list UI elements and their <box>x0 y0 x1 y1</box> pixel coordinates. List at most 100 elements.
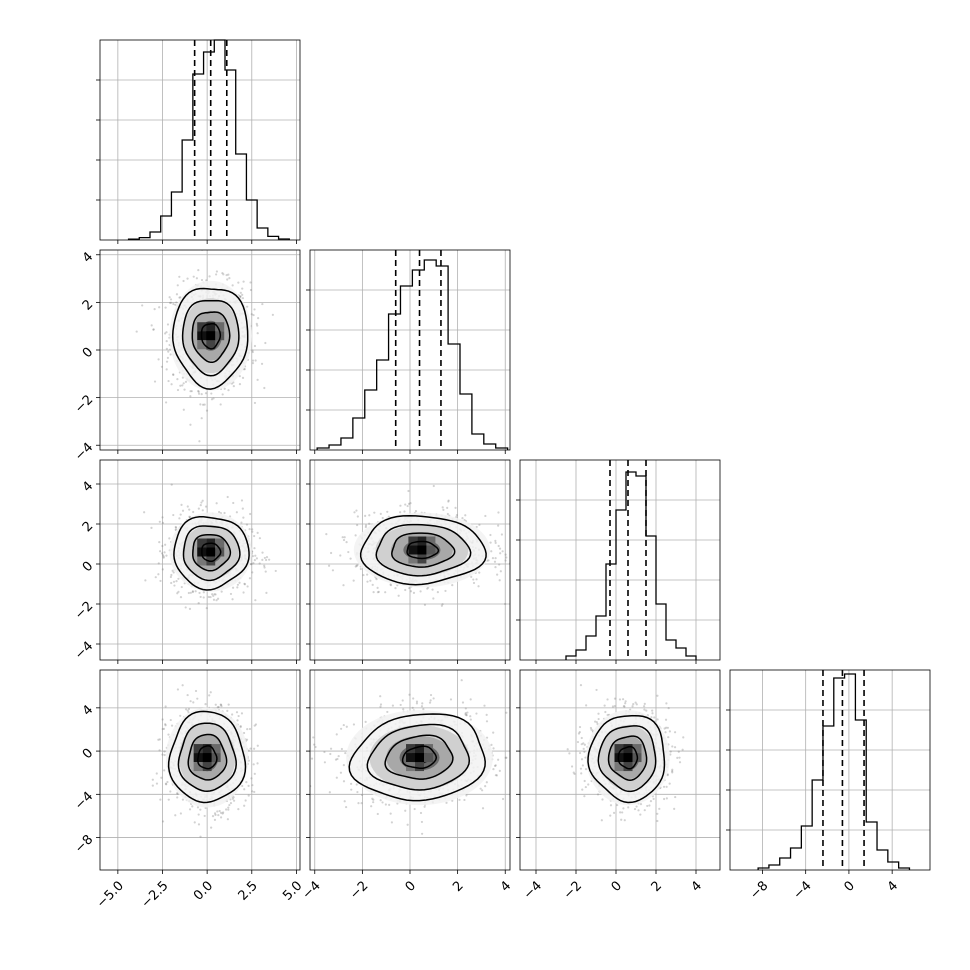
scatter-point <box>164 724 167 727</box>
scatter-point <box>182 279 185 283</box>
scatter-point <box>222 273 225 276</box>
scatter-point <box>411 706 414 709</box>
scatter-point <box>477 585 480 588</box>
scatter-point <box>253 772 256 775</box>
scatter-point <box>228 803 231 807</box>
density-cell <box>193 762 203 772</box>
density-cell <box>197 538 207 548</box>
scatter-point <box>446 512 449 516</box>
scatter-point <box>182 408 185 411</box>
scatter-point <box>399 511 402 514</box>
scatter-point <box>240 499 244 502</box>
scatter-point <box>481 807 485 810</box>
scatter-point <box>341 536 344 539</box>
scatter-point <box>212 598 216 601</box>
scatter-point <box>151 784 154 787</box>
scatter-point <box>165 368 168 371</box>
scatter-point <box>249 747 252 750</box>
scatter-point <box>423 603 427 606</box>
scatter-point <box>504 559 507 562</box>
scatter-point <box>187 591 190 595</box>
scatter-point <box>379 695 382 698</box>
scatter-point <box>197 813 200 816</box>
scatter-point <box>188 515 191 518</box>
scatter-point <box>158 749 161 752</box>
panel-frame <box>309 249 511 451</box>
scatter-point <box>481 789 484 792</box>
scatter-point <box>159 798 162 801</box>
scatter-point <box>419 590 422 593</box>
scatter-point <box>168 296 171 299</box>
scatter-point <box>164 723 167 726</box>
scatter-point <box>237 281 240 284</box>
scatter-point <box>215 270 219 273</box>
scatter-point <box>404 588 407 592</box>
scatter-point <box>161 727 164 731</box>
scatter-point <box>251 349 254 352</box>
scatter-point <box>174 526 178 529</box>
scatter-point <box>504 553 507 556</box>
scatter-point <box>172 580 176 583</box>
scatter-point <box>200 393 203 396</box>
scatter-point <box>205 607 208 610</box>
density-cell <box>426 536 436 546</box>
scatter-point <box>166 356 170 359</box>
density-cell <box>197 340 207 350</box>
scatter-point <box>155 772 158 775</box>
scatter-point <box>432 484 435 488</box>
scatter-point <box>215 502 218 505</box>
scatter-point <box>250 313 253 316</box>
scatter-point <box>236 719 239 722</box>
scatter-point <box>176 796 179 799</box>
scatter-point <box>232 501 235 505</box>
scatter-point <box>213 812 217 815</box>
scatter-point <box>195 277 198 280</box>
scatter-point <box>187 707 191 711</box>
scatter-point <box>412 591 416 595</box>
scatter-point <box>227 389 230 392</box>
scatter-point <box>232 385 235 388</box>
scatter-point <box>407 502 411 505</box>
scatter-point <box>242 731 246 735</box>
scatter-point <box>197 602 200 605</box>
scatter-point <box>153 308 156 311</box>
scatter-point <box>158 550 162 553</box>
scatter-point <box>219 703 223 706</box>
scatter-point <box>263 386 266 390</box>
scatter-point <box>490 743 493 746</box>
scatter-point <box>226 278 229 281</box>
scatter-point <box>186 693 189 697</box>
scatter-point <box>238 581 241 584</box>
scatter-point <box>175 580 178 583</box>
scatter-point <box>470 575 473 578</box>
scatter-point <box>171 569 174 572</box>
scatter-point <box>268 558 271 561</box>
scatter-point <box>164 401 168 404</box>
scatter-point <box>225 808 228 811</box>
scatter-point <box>339 554 342 557</box>
scatter-point <box>150 526 153 529</box>
scatter-point <box>354 565 357 568</box>
scatter-point <box>214 813 217 817</box>
scatter-point <box>181 798 185 801</box>
scatter-point <box>478 523 481 526</box>
scatter-point <box>254 554 257 557</box>
scatter-point <box>203 814 206 818</box>
scatter-point <box>256 531 259 534</box>
scatter-point <box>244 799 247 802</box>
hist-step <box>565 471 697 660</box>
scatter-point <box>229 801 233 805</box>
scatter-point <box>180 503 183 506</box>
scatter-point <box>169 301 173 304</box>
pair-panel-3-1 <box>306 669 511 874</box>
scatter-point <box>261 558 264 561</box>
scatter-point <box>226 818 229 821</box>
scatter-point <box>345 541 348 544</box>
scatter-point <box>389 583 392 586</box>
scatter-point <box>194 689 198 693</box>
scatter-point <box>210 392 213 395</box>
scatter-point <box>176 688 180 691</box>
scatter-point <box>208 275 211 278</box>
scatter-point <box>228 277 231 280</box>
scatter-point <box>164 782 168 785</box>
